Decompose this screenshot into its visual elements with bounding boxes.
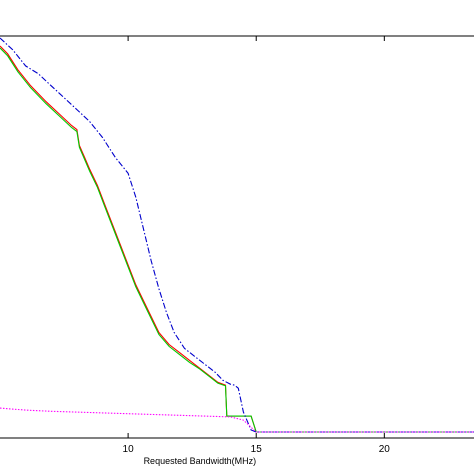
x-tick-label-20: 20 <box>379 444 391 455</box>
x-ticks: 10 15 20 <box>123 36 391 455</box>
x-axis-title: Requested Bandwidth(MHz) <box>144 456 257 466</box>
series-line-3 <box>0 37 474 433</box>
series-line-2 <box>0 47 474 433</box>
plot-area: 10 15 20 <box>0 35 474 455</box>
x-tick-label-15: 15 <box>251 444 263 455</box>
series-line-4 <box>0 407 474 433</box>
series-lines <box>0 37 474 433</box>
x-tick-label-10: 10 <box>123 444 135 455</box>
